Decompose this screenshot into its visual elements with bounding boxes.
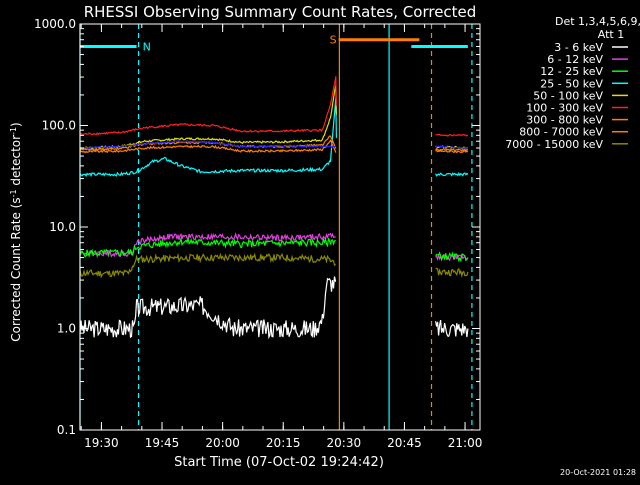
plot-area: NS [79, 24, 473, 430]
flag-label-N: N [143, 41, 151, 54]
y-axis-label: Corrected Count Rate (s-1 detector-1) [9, 122, 23, 341]
series-line-300-800keV-part-1 [435, 149, 469, 154]
legend-label-7: 800 - 7000 keV [519, 126, 603, 139]
series-line-7000-15000keV-part-0 [79, 252, 336, 279]
series-line-7000-15000keV-part-1 [435, 267, 469, 278]
legend-label-4: 50 - 100 keV [533, 89, 603, 102]
x-tick-label-2: 20:00 [205, 436, 240, 450]
series-line-25-50keV-part-0 [79, 98, 337, 178]
timestamp: 20-Oct-2021 01:28 [560, 468, 636, 477]
legend-label-8: 7000 - 15000 keV [505, 138, 603, 151]
series-line-800-7000keV-part-1 [435, 147, 469, 152]
flag-label-S: S [330, 34, 337, 47]
legend-label-1: 6 - 12 keV [547, 53, 603, 66]
series-line-3-6keV-part-1 [435, 319, 469, 338]
x-tick-label-0: 19:30 [84, 436, 119, 450]
y-tick-label-1: 1.0 [57, 322, 76, 336]
legend-label-0: 3 - 6 keV [554, 41, 603, 54]
chart-title: RHESSI Observing Summary Count Rates, Co… [84, 3, 477, 21]
legend-label-3: 25 - 50 keV [540, 77, 603, 90]
x-tick-label-4: 20:30 [327, 436, 362, 450]
series-line-12-25keV-part-1 [435, 251, 469, 263]
x-tick-label-5: 20:45 [387, 436, 422, 450]
series-line-3-6keV-part-0 [79, 276, 337, 340]
series-line-12-25keV-part-0 [79, 236, 336, 258]
series-line-25-50keV-part-1 [435, 172, 469, 177]
y-tick-label-3: 100.0 [42, 119, 76, 133]
legend-header-line-2: Att 1 [598, 28, 624, 41]
series-line-6-12keV-part-0 [79, 232, 336, 259]
series-line-300-800keV-part-0 [79, 139, 337, 154]
y-tick-label-4: 1000.0 [34, 17, 76, 31]
y-tick-label-2: 10.0 [49, 220, 76, 234]
x-axis-label: Start Time (07-Oct-02 19:24:42) [174, 455, 384, 470]
legend-label-5: 100 - 300 keV [526, 102, 603, 115]
x-tick-label-6: 21:00 [448, 436, 483, 450]
series-line-blue-trace-part-0 [79, 140, 336, 150]
axes: 0.1 1.0 10.0 100.0 1000.0 19:30 19:45 20:00 20:1… [34, 17, 482, 450]
legend-label-2: 12 - 25 keV [540, 65, 603, 78]
legend-header-line-1: Det 1,3,4,5,6,9, [555, 15, 640, 28]
series-line-100-300keV-part-1 [435, 133, 469, 137]
y-tick-label-0: 0.1 [57, 423, 76, 437]
legend-label-6: 300 - 800 keV [526, 114, 603, 127]
x-tick-label-3: 20:15 [266, 436, 301, 450]
x-tick-label-1: 19:45 [145, 436, 180, 450]
series-line-100-300keV-part-0 [79, 76, 337, 136]
series-line-blue-trace-part-1 [435, 145, 468, 150]
